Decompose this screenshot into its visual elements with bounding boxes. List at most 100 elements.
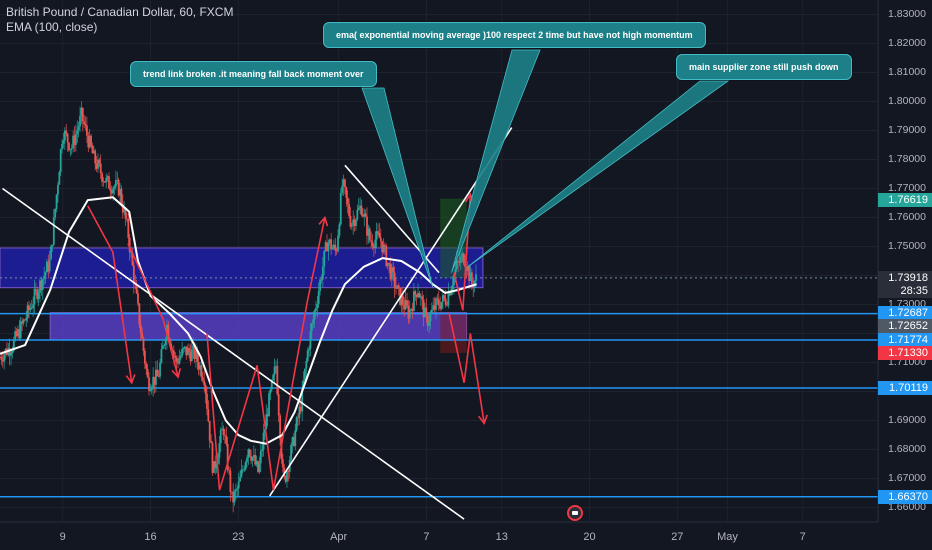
projection-arrow[interactable] [206,217,326,491]
candle-body [466,266,469,271]
candle-body [424,307,426,318]
candle-body [319,279,321,291]
candle-body [368,228,371,241]
trend-line[interactable] [2,187,465,520]
candle-body [189,352,192,362]
candle-body [468,266,471,281]
indicator-title[interactable]: EMA (100, close) [6,20,98,34]
canada-flag-icon[interactable] [567,505,583,521]
candle-body [0,356,1,358]
candle-body [132,265,135,285]
candle-body [116,179,119,181]
candle-body [168,338,171,344]
candle-body [222,428,225,435]
candle-body [223,434,226,436]
candle-body [304,368,306,381]
candle-body [188,347,190,353]
projection-arrows[interactable] [87,192,488,491]
candle-body [272,374,275,380]
price-tag[interactable]: 1.72687 [878,305,932,320]
candle-body [192,345,195,350]
price-tag[interactable]: 1.70119 [878,381,932,396]
projection-arrow[interactable] [127,243,179,378]
candle-body [61,143,63,150]
candle-body [254,455,257,465]
price-tag[interactable]: 1.71330 [878,345,932,360]
candle-body [131,252,134,266]
candle-body [268,393,270,417]
candle-body [43,275,46,280]
candle-body [59,149,62,173]
supply-zone[interactable] [49,312,468,341]
candle-body [204,385,207,394]
candle-body [185,346,188,356]
price-axis-label: 1.83000 [888,7,926,20]
price-tag[interactable]: 1.72652 [878,319,932,334]
ema-callout[interactable]: ema( exponential moving average )100 res… [323,22,706,48]
candle-body [335,250,338,252]
candle-body [301,386,304,412]
candle-body [346,197,349,204]
price-axis-background[interactable] [878,0,932,522]
candle-body [70,148,73,150]
candle-body [441,295,444,302]
candle-body [243,469,246,471]
candle-body [127,218,130,238]
candle-body [266,414,269,417]
candle-body [374,239,377,248]
candle-body [392,267,395,273]
price-tag[interactable]: 28:35 [878,284,932,299]
candle-body [408,309,411,319]
projection-arrow[interactable] [87,205,133,383]
candle-body [334,244,337,251]
trend-callout[interactable]: trend link broken .it meaning fall back … [130,61,377,87]
candle-body [8,347,11,356]
candle-body [134,284,137,286]
time-axis-label: 7 [799,531,806,543]
candle-body [247,449,250,458]
ema-100-line[interactable] [0,196,477,445]
candle-body [157,376,160,378]
candle-body [323,250,326,267]
candle-body [62,140,65,144]
candle-body [29,307,32,311]
price-axis-label: 1.81000 [888,65,926,78]
candle-body [384,244,386,246]
time-axis-label: 7 [423,531,430,543]
projection-arrow[interactable] [453,194,472,311]
candle-body [459,256,462,263]
candle-body [326,242,328,252]
price-tag[interactable]: 1.71774 [878,333,932,348]
supply-zone[interactable] [0,247,484,289]
candle-body [114,180,117,187]
supply-callout[interactable]: main supplier zone still push down [676,54,852,80]
candle-body [123,208,126,213]
price-tag[interactable]: 1.76619 [878,192,932,207]
candle-body [439,305,442,309]
candle-body [252,455,255,458]
candle-body [277,394,280,416]
candle-body [462,253,465,264]
candle-body [153,376,156,385]
candle-body [396,285,399,289]
candle-body [109,188,112,191]
candle-body [455,260,458,270]
price-tag[interactable]: 1.73918 [878,270,932,285]
price-axis-label: 1.78000 [888,152,926,165]
projection-arrow[interactable] [448,313,485,424]
candle-body [143,350,146,364]
candle-body [330,239,333,250]
candle-body [353,219,356,226]
symbol-title[interactable]: British Pound / Canadian Dollar, 60, FXC… [6,5,234,19]
price-tag[interactable]: 1.66370 [878,489,932,504]
arrow-head [318,215,329,227]
time-axis-label: 9 [59,531,66,543]
trend-line[interactable] [269,127,513,497]
candle-body [233,491,236,503]
ema-callout-text: ema( exponential moving average )100 res… [336,30,693,40]
candle-body [179,355,182,359]
candle-body [290,444,293,460]
candle-body [212,461,215,473]
time-axis-label: May [717,531,738,543]
